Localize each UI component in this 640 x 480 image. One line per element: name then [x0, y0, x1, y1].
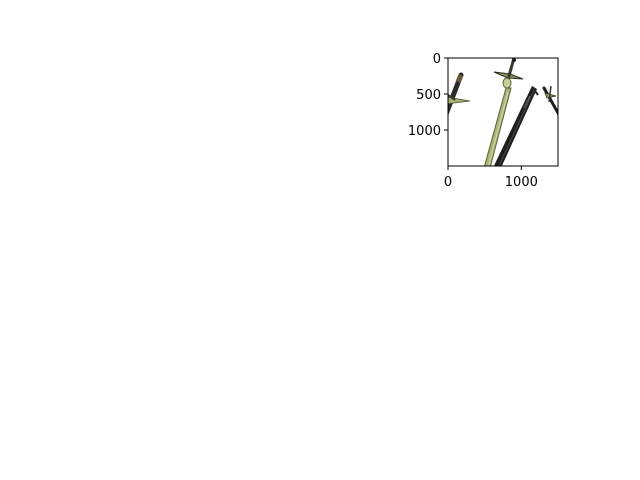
green-sword — [484, 58, 524, 166]
black-sword — [493, 86, 539, 166]
y-axis-ticks: 0 500 1000 — [408, 52, 448, 139]
x-tick-label: 1000 — [505, 175, 538, 190]
y-tick-label: 0 — [433, 52, 441, 67]
left-dark-sword — [448, 72, 471, 117]
x-axis-ticks: 0 1000 — [444, 166, 538, 190]
right-sword — [542, 85, 558, 116]
y-tick-label: 1000 — [408, 124, 441, 139]
axes-frame — [447, 57, 559, 167]
x-tick-label: 0 — [444, 175, 452, 190]
image-axes: 0 1000 0 500 1000 — [408, 52, 559, 190]
y-tick-label: 500 — [416, 88, 441, 103]
crossed-swords-image — [448, 58, 558, 166]
